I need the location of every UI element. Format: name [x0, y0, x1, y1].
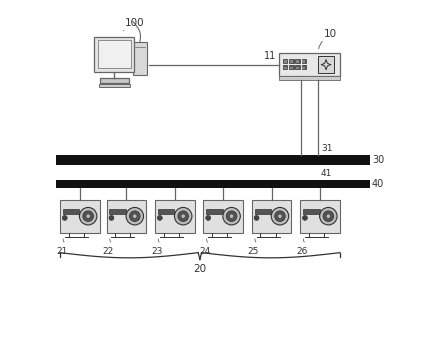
- FancyBboxPatch shape: [94, 37, 134, 71]
- FancyBboxPatch shape: [100, 78, 129, 83]
- Circle shape: [326, 214, 330, 218]
- Circle shape: [62, 215, 67, 220]
- FancyBboxPatch shape: [255, 209, 271, 214]
- FancyBboxPatch shape: [60, 200, 100, 232]
- Circle shape: [157, 215, 162, 220]
- FancyBboxPatch shape: [302, 65, 306, 69]
- FancyBboxPatch shape: [99, 84, 130, 87]
- Circle shape: [275, 211, 285, 221]
- FancyBboxPatch shape: [318, 56, 334, 73]
- FancyBboxPatch shape: [295, 65, 300, 69]
- Text: 30: 30: [372, 155, 384, 165]
- FancyBboxPatch shape: [284, 60, 287, 62]
- Circle shape: [126, 208, 144, 225]
- FancyBboxPatch shape: [155, 200, 195, 232]
- FancyBboxPatch shape: [302, 67, 305, 69]
- FancyBboxPatch shape: [203, 200, 243, 232]
- Circle shape: [319, 208, 337, 225]
- FancyBboxPatch shape: [296, 60, 299, 62]
- FancyBboxPatch shape: [302, 60, 305, 62]
- FancyBboxPatch shape: [289, 59, 294, 63]
- Circle shape: [303, 215, 307, 220]
- FancyBboxPatch shape: [296, 67, 299, 69]
- Text: 100: 100: [125, 18, 144, 28]
- FancyBboxPatch shape: [206, 209, 223, 214]
- FancyBboxPatch shape: [280, 76, 340, 80]
- Circle shape: [178, 211, 188, 221]
- FancyBboxPatch shape: [252, 200, 291, 232]
- FancyBboxPatch shape: [302, 59, 306, 63]
- Text: 40: 40: [372, 179, 384, 189]
- Text: 24: 24: [199, 247, 211, 256]
- Text: 21: 21: [56, 247, 67, 256]
- FancyBboxPatch shape: [289, 65, 294, 69]
- FancyBboxPatch shape: [158, 209, 175, 214]
- FancyBboxPatch shape: [132, 42, 147, 75]
- Text: 31: 31: [321, 144, 333, 153]
- Circle shape: [229, 214, 234, 218]
- FancyBboxPatch shape: [295, 59, 300, 63]
- Circle shape: [83, 211, 93, 221]
- Circle shape: [132, 214, 137, 218]
- Text: 26: 26: [296, 247, 307, 256]
- FancyBboxPatch shape: [283, 65, 288, 69]
- Text: 11: 11: [264, 51, 276, 61]
- Circle shape: [278, 214, 282, 218]
- Text: 25: 25: [248, 247, 259, 256]
- Circle shape: [175, 208, 192, 225]
- FancyBboxPatch shape: [283, 59, 288, 63]
- Circle shape: [129, 211, 140, 221]
- Text: 41: 41: [321, 169, 332, 178]
- Circle shape: [223, 208, 240, 225]
- FancyBboxPatch shape: [109, 209, 126, 214]
- FancyBboxPatch shape: [280, 53, 340, 76]
- FancyBboxPatch shape: [98, 41, 131, 68]
- FancyBboxPatch shape: [56, 180, 370, 188]
- Text: 23: 23: [151, 247, 163, 256]
- Circle shape: [271, 208, 289, 225]
- FancyBboxPatch shape: [107, 200, 146, 232]
- FancyBboxPatch shape: [284, 67, 287, 69]
- Circle shape: [86, 214, 90, 218]
- FancyBboxPatch shape: [300, 200, 340, 232]
- Text: 10: 10: [323, 29, 337, 39]
- Circle shape: [206, 215, 210, 220]
- Circle shape: [254, 215, 259, 220]
- Circle shape: [323, 211, 334, 221]
- Text: 22: 22: [103, 247, 114, 256]
- FancyBboxPatch shape: [303, 209, 319, 214]
- Circle shape: [79, 208, 97, 225]
- Circle shape: [109, 215, 114, 220]
- FancyBboxPatch shape: [290, 67, 293, 69]
- FancyBboxPatch shape: [63, 209, 79, 214]
- FancyBboxPatch shape: [290, 60, 293, 62]
- Circle shape: [181, 214, 185, 218]
- Text: 20: 20: [193, 264, 206, 274]
- Circle shape: [226, 211, 237, 221]
- FancyBboxPatch shape: [56, 155, 370, 164]
